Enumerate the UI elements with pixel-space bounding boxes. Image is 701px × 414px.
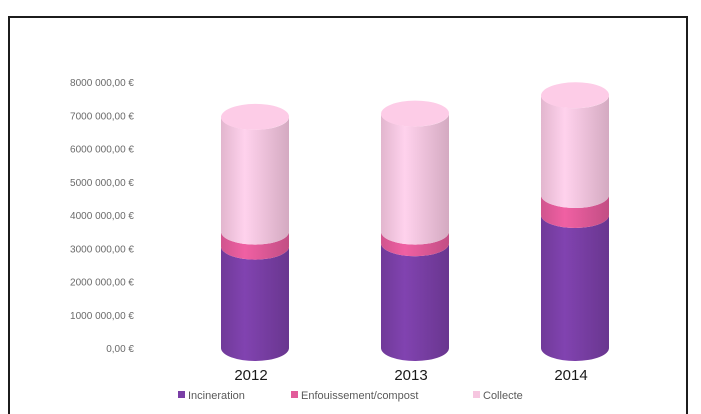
y-tick-label: 8000 000,00 €	[70, 78, 134, 89]
bar-2013	[381, 100, 450, 361]
legend: Incineration Enfouissement/compost Collect…	[178, 390, 523, 402]
bar-top-cap-2014	[541, 82, 609, 109]
legend-label: Collecte	[483, 390, 523, 402]
y-axis: 0,00 € 1000 000,00 € 2000 000,00 € 3000 000…	[70, 78, 134, 355]
y-tick-label: 3000 000,00 €	[70, 244, 134, 255]
bar-segment-2012-0	[221, 246, 290, 361]
y-tick-label: 4000 000,00 €	[70, 211, 134, 222]
y-tick-label: 7000 000,00 €	[70, 111, 134, 122]
x-category-label: 2012	[234, 367, 267, 384]
bar-2014	[541, 82, 610, 361]
y-tick-label: 6000 000,00 €	[70, 145, 134, 156]
plot-area	[221, 82, 610, 361]
bar-2012	[221, 103, 290, 361]
bar-segment-2013-0	[381, 242, 450, 361]
y-tick-label: 1000 000,00 €	[70, 311, 134, 322]
x-category-label: 2014	[554, 367, 587, 384]
bar-segment-2013-2	[381, 113, 450, 245]
bar-segment-2013-1	[381, 231, 450, 257]
legend-swatch	[291, 391, 298, 398]
legend-swatch	[178, 391, 185, 398]
bar-segment-2012-1	[221, 231, 290, 260]
bar-top-cap-2013	[381, 100, 449, 127]
bar-segment-2014-2	[541, 95, 610, 209]
chart-frame	[8, 16, 688, 414]
bar-top-cap-2012	[221, 103, 289, 130]
bar-segment-2014-0	[541, 214, 610, 361]
legend-swatch	[473, 391, 480, 398]
legend-label: Enfouissement/compost	[301, 390, 418, 402]
y-tick-label: 5000 000,00 €	[70, 178, 134, 189]
x-axis: 2012 2013 2014	[234, 367, 587, 384]
bar-segment-2012-2	[221, 116, 290, 245]
legend-label: Incineration	[188, 390, 245, 402]
bar-segment-2014-1	[541, 194, 610, 228]
x-category-label: 2013	[394, 367, 427, 384]
y-tick-label: 0,00 €	[106, 344, 134, 355]
y-tick-label: 2000 000,00 €	[70, 278, 134, 289]
